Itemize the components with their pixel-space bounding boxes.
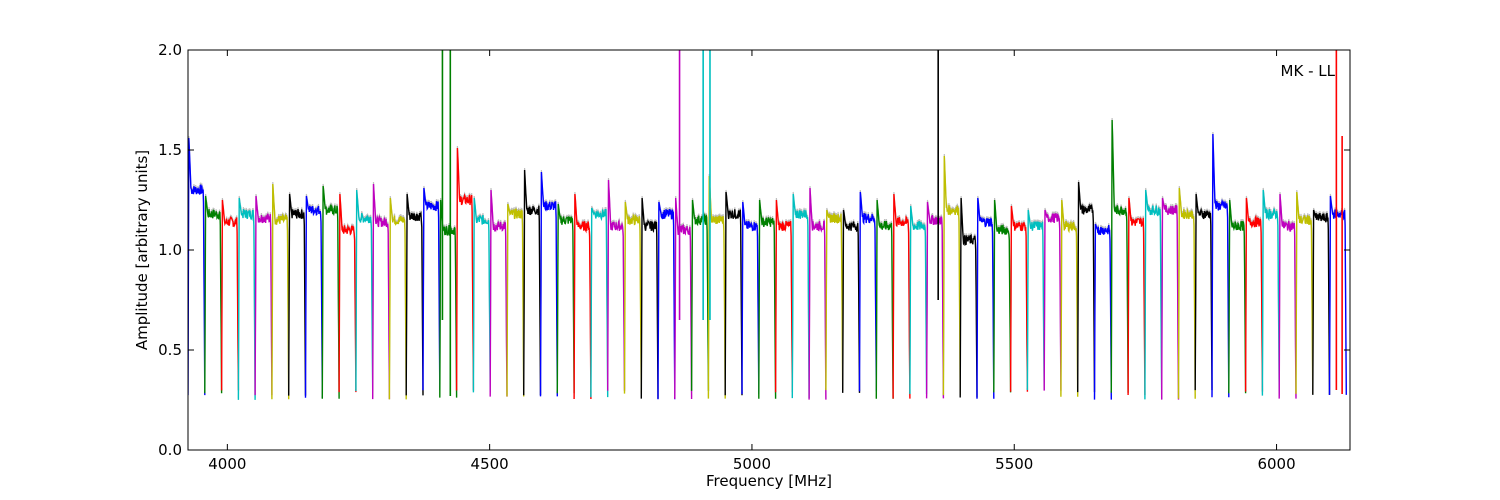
y-tick-label: 0.0 — [158, 441, 182, 459]
channel-trace — [925, 201, 945, 399]
channel-trace — [1060, 199, 1079, 397]
channel-trace — [976, 197, 995, 399]
channel-trace — [875, 199, 894, 399]
channel-trace — [355, 189, 374, 392]
channel-trace — [573, 193, 592, 400]
channel-trace — [237, 197, 256, 400]
x-tick-label: 4500 — [471, 455, 509, 473]
y-tick-label: 1.5 — [158, 141, 182, 159]
channel-trace — [321, 185, 340, 399]
axis-ticks: 4000 4500 5000 5500 6000 0.0 0.5 1.0 1.5 2.0 — [158, 41, 1350, 473]
channel-trace — [188, 137, 206, 396]
channel-trace — [556, 203, 575, 394]
channel-trace — [405, 193, 424, 396]
channel-trace — [506, 203, 525, 397]
x-tick-label: 5000 — [733, 455, 771, 473]
channel-trace — [472, 197, 491, 393]
channel-trace — [758, 199, 777, 399]
channel-trace — [640, 197, 659, 399]
channel-trace — [338, 193, 357, 393]
channel-trace — [690, 199, 710, 391]
channel-trace — [1110, 119, 1129, 393]
channel-trace — [842, 209, 861, 393]
channel-trace — [1026, 209, 1045, 391]
channel-trace — [1328, 195, 1348, 395]
channel-trace — [539, 171, 558, 397]
channel-trace — [858, 191, 877, 392]
channel-trace — [791, 193, 810, 399]
channel-trace — [1160, 197, 1180, 400]
x-axis-label: Frequency [MHz] — [706, 472, 832, 490]
channel-trace — [623, 201, 642, 394]
channel-trace — [707, 175, 726, 399]
channel-trace — [288, 193, 307, 396]
channel-trace — [1312, 209, 1331, 395]
y-axis-label: Amplitude [arbitrary units] — [133, 150, 151, 350]
channel-trace — [1093, 223, 1113, 400]
channel-trace — [1244, 197, 1264, 392]
channel-trace — [942, 155, 961, 396]
channel-trace — [388, 197, 407, 400]
channel-trace — [1194, 193, 1213, 391]
channel-trace — [909, 205, 928, 395]
channel-trace — [271, 183, 290, 400]
channel-trace — [607, 179, 626, 391]
channel-trace — [993, 199, 1012, 393]
channel-trace — [1278, 193, 1297, 399]
channel-trace — [489, 189, 508, 397]
channel-trace — [220, 199, 240, 391]
channel-trace — [1076, 181, 1096, 393]
spectrum-traces — [188, 50, 1348, 400]
channel-trace — [774, 199, 793, 393]
channel-trace — [1009, 205, 1029, 392]
channel-trace — [455, 147, 475, 391]
channel-trace — [674, 197, 693, 400]
channel-trace — [1043, 209, 1062, 391]
channel-trace — [1177, 187, 1196, 399]
y-tick-label: 2.0 — [158, 41, 182, 59]
panel-annotation: MK - LL — [1281, 62, 1336, 80]
x-tick-label: 6000 — [1257, 455, 1295, 473]
channel-trace — [1211, 133, 1230, 398]
channel-trace — [1228, 199, 1247, 394]
channel-trace — [1127, 197, 1146, 396]
channel-trace — [1261, 189, 1280, 396]
channel-trace — [254, 195, 273, 396]
channel-trace — [825, 209, 844, 391]
channel-trace — [808, 187, 827, 400]
x-tick-label: 4000 — [208, 455, 246, 473]
channel-trace — [657, 201, 676, 400]
channel-trace — [204, 195, 223, 394]
channel-trace — [724, 191, 743, 396]
channel-trace — [590, 207, 609, 398]
channel-trace — [1144, 189, 1163, 400]
channel-trace — [523, 169, 542, 396]
channel-trace — [372, 183, 391, 400]
y-tick-label: 0.5 — [158, 341, 182, 359]
channel-trace — [741, 201, 760, 395]
channel-trace — [959, 197, 978, 398]
channel-trace — [892, 193, 911, 399]
y-tick-label: 1.0 — [158, 241, 182, 259]
channel-trace — [422, 187, 441, 391]
x-tick-label: 5500 — [995, 455, 1033, 473]
channel-trace — [304, 195, 323, 398]
channel-trace — [1295, 191, 1314, 394]
